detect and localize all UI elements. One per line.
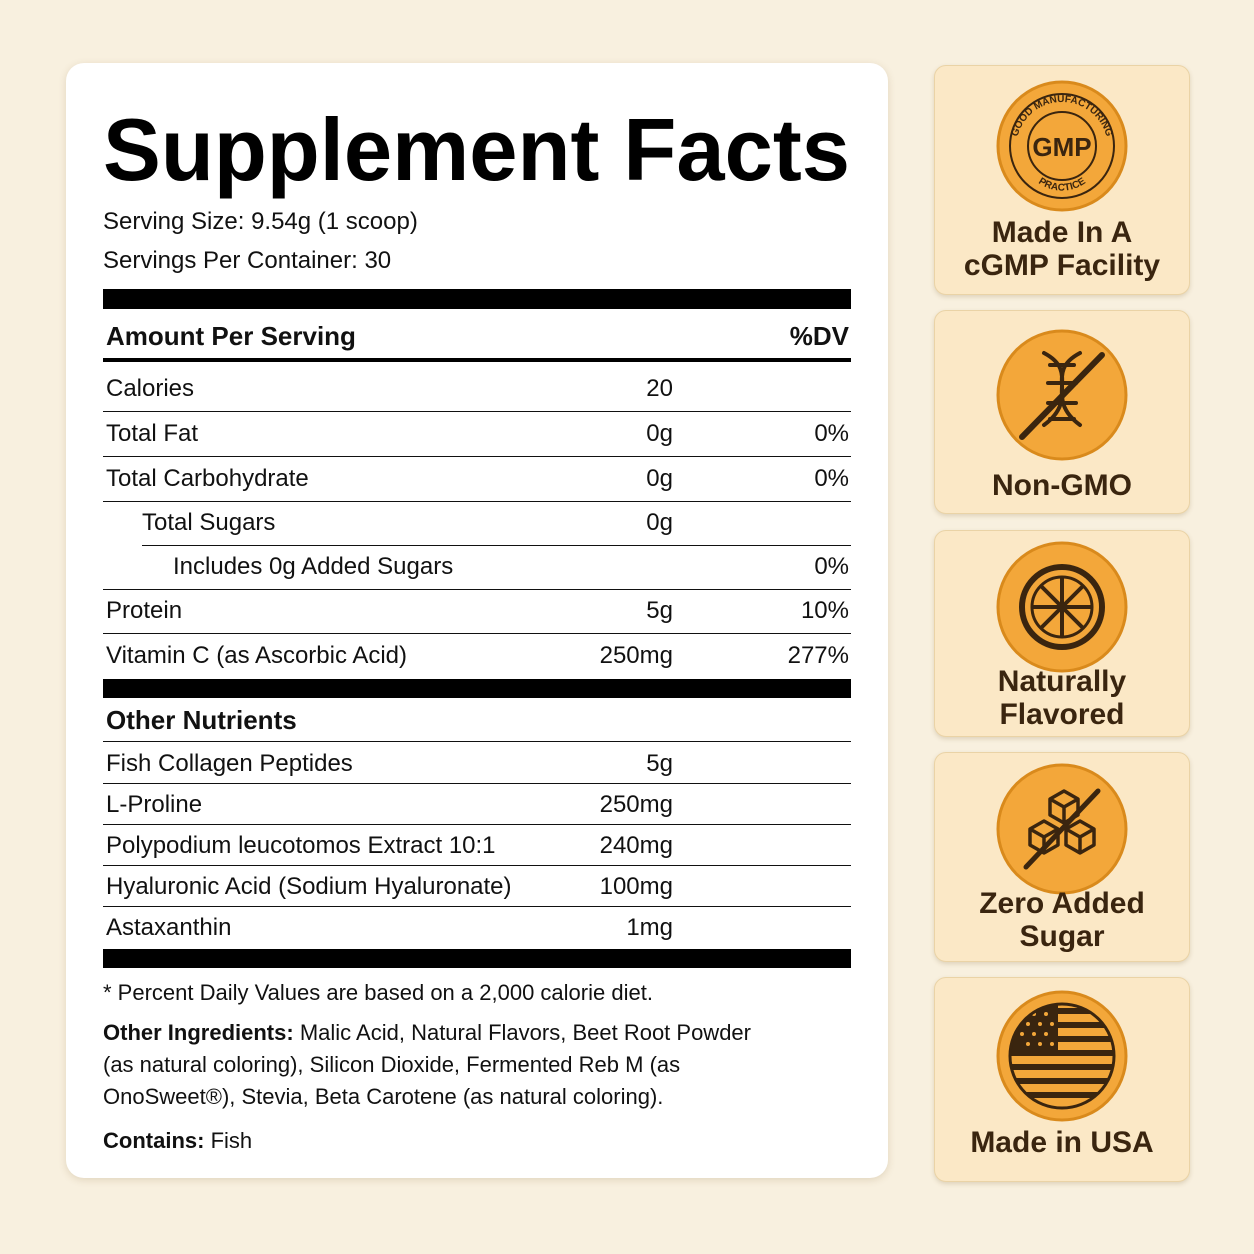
badge-label: Zero Added Sugar [935, 887, 1189, 953]
other-row: L-Proline 250mg [103, 784, 851, 825]
nutrient-name: Total Fat [106, 420, 199, 447]
other-name: Polypodium leucotomos Extract 10:1 [106, 832, 496, 859]
nutrient-name: Total Sugars [142, 509, 276, 536]
nutrient-amount: 0g [646, 509, 673, 536]
nutrient-dv: 10% [800, 597, 849, 624]
other-name: Hyaluronic Acid (Sodium Hyaluronate) [106, 873, 512, 900]
badge-line: cGMP Facility [963, 249, 1161, 282]
nutrient-amount: 0g [646, 420, 673, 447]
nutrient-amount: 5g [646, 597, 673, 624]
nutrient-row: Vitamin C (as Ascorbic Acid) 250mg 277% [103, 634, 851, 678]
header-row: Amount Per Serving %DV [103, 314, 851, 362]
dv-header: %DV [789, 321, 849, 351]
other-heading-row: Other Nutrients [103, 700, 851, 742]
other-amount: 1mg [626, 914, 673, 941]
other-amount: 250mg [599, 791, 673, 818]
nutrient-name: Total Carbohydrate [106, 465, 309, 492]
contains-text: Fish [210, 1128, 253, 1153]
nutrient-amount: 20 [646, 375, 673, 402]
contains: Contains: Fish [103, 1128, 252, 1154]
badge-label: Non-GMO [935, 469, 1189, 502]
title-area: Supplement Facts [103, 100, 850, 199]
ingredients-label: Other Ingredients: [103, 1020, 294, 1045]
badge-line: Made in USA [970, 1126, 1154, 1159]
badge-label: Made in USA [935, 1126, 1189, 1159]
other-row: Fish Collagen Peptides 5g [103, 743, 851, 784]
thick-rule [103, 949, 851, 968]
facts-title: Supplement Facts [103, 100, 850, 199]
facts-panel [66, 63, 888, 1178]
badge-line: Naturally [997, 665, 1127, 698]
badge-line: Sugar [1019, 920, 1105, 953]
other-row: Astaxanthin 1mg [103, 907, 851, 948]
nutrient-row: Calories 20 [103, 367, 851, 412]
thick-rule [103, 289, 851, 309]
other-amount: 100mg [599, 873, 673, 900]
nutrient-row: Protein 5g 10% [103, 589, 851, 634]
footnote: * Percent Daily Values are based on a 2,… [103, 980, 653, 1005]
nutrient-row: Total Sugars 0g [142, 501, 851, 546]
contains-label: Contains: [103, 1128, 205, 1153]
other-name: L-Proline [106, 791, 203, 818]
badge-line: Non-GMO [992, 469, 1132, 502]
nutrient-dv: 0% [814, 420, 849, 447]
nutrient-dv: 0% [814, 465, 849, 492]
seal-center: GMP [1032, 132, 1091, 162]
nutrient-name: Protein [106, 597, 183, 624]
flag-icon [996, 990, 1128, 1122]
badge: Zero Added Sugar [934, 752, 1190, 962]
nutrient-name: Includes 0g Added Sugars [173, 553, 454, 580]
nutrient-dv: 0% [814, 553, 849, 580]
badge-line: Made In A [991, 216, 1133, 249]
badge-label: Naturally Flavored [935, 665, 1189, 731]
nutrient-row: Total Carbohydrate 0g 0% [103, 457, 851, 502]
nutrient-name: Calories [106, 375, 195, 402]
nutrient-amount: 0g [646, 465, 673, 492]
other-row: Hyaluronic Acid (Sodium Hyaluronate) 100… [103, 866, 851, 907]
other-name: Astaxanthin [106, 914, 232, 941]
other-amount: 5g [646, 750, 673, 777]
other-name: Fish Collagen Peptides [106, 750, 353, 777]
nutrient-dv: 277% [787, 642, 849, 669]
badge: GOOD MANUFACTURING PRACTICE GMP Made In … [934, 65, 1190, 295]
nutrient-row: Total Fat 0g 0% [103, 412, 851, 457]
orange-icon [996, 541, 1128, 673]
other-row: Polypodium leucotomos Extract 10:1 240mg [103, 825, 851, 866]
thick-rule [103, 679, 851, 698]
badge: Naturally Flavored [934, 530, 1190, 737]
other-heading: Other Nutrients [106, 705, 297, 735]
serving-size: Serving Size: 9.54g (1 scoop) [103, 208, 418, 235]
nutrient-row: Includes 0g Added Sugars 0% [103, 545, 851, 590]
ingredients: Other Ingredients: Malic Acid, Natural F… [103, 1017, 753, 1113]
servings-per-container: Servings Per Container: 30 [103, 247, 392, 274]
seal-bottom-text: PRACTICE [1036, 176, 1087, 194]
badge-line: Zero Added [979, 887, 1145, 920]
amount-header: Amount Per Serving [106, 321, 356, 351]
gmp-seal: GOOD MANUFACTURING PRACTICE GMP [996, 80, 1128, 212]
badge: Non-GMO [934, 310, 1190, 514]
other-amount: 240mg [599, 832, 673, 859]
sugar-icon [996, 763, 1128, 895]
seal-bottom: PRACTICE [1036, 176, 1087, 194]
ingredients-text: Malic Acid, Natural Flavors, Beet Root P… [103, 1020, 751, 1109]
badge-line: Flavored [999, 698, 1125, 731]
nutrient-name: Vitamin C (as Ascorbic Acid) [106, 642, 407, 669]
non-gmo-icon [996, 329, 1128, 461]
nutrient-amount: 250mg [599, 642, 673, 669]
badge-label: Made In A cGMP Facility [935, 216, 1189, 282]
badge: Made in USA [934, 977, 1190, 1182]
